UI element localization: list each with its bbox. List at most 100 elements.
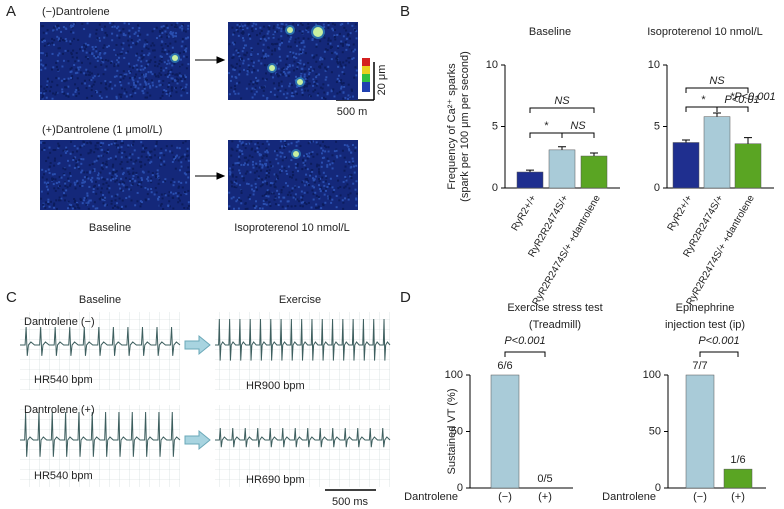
noise-pixel [335,140,338,143]
noise-pixel [95,91,98,94]
noise-pixel [138,70,141,73]
noise-pixel [84,42,87,45]
noise-pixel [304,70,307,73]
noise-pixel [43,91,46,94]
noise-pixel [184,78,187,81]
noise-pixel [85,73,88,76]
noise-pixel [170,86,173,89]
noise-pixel [240,32,243,35]
noise-pixel [312,179,315,182]
noise-pixel [315,54,318,57]
noise-pixel [77,88,80,91]
noise-pixel [174,35,177,38]
noise-pixel [184,30,187,33]
noise-pixel [151,84,154,87]
noise-pixel [130,39,133,42]
noise-pixel [99,198,102,201]
noise-pixel [255,200,258,203]
noise-pixel [344,165,347,168]
noise-pixel [58,181,61,184]
noise-pixel [268,201,271,204]
noise-pixel [92,169,95,172]
noise-pixel [295,85,298,88]
noise-pixel [105,203,108,206]
noise-pixel [274,48,277,51]
noise-pixel [230,154,233,157]
noise-pixel [303,73,306,76]
noise-pixel [231,75,234,78]
noise-pixel [86,96,89,99]
noise-pixel [294,163,297,166]
noise-pixel [277,89,280,92]
noise-pixel [340,82,343,85]
noise-pixel [102,46,105,49]
noise-pixel [47,183,50,186]
noise-pixel [329,47,332,50]
noise-pixel [311,177,314,180]
noise-pixel [335,52,338,55]
noise-pixel [140,164,143,167]
noise-pixel [279,151,282,154]
noise-pixel [288,191,291,194]
noise-pixel [347,57,350,60]
noise-pixel [239,27,242,30]
noise-pixel [134,86,137,89]
noise-pixel [283,196,286,199]
noise-pixel [255,90,258,93]
noise-pixel [336,156,339,159]
noise-pixel [163,193,166,196]
noise-pixel [94,207,97,210]
noise-pixel [64,86,67,89]
noise-pixel [143,150,146,153]
noise-pixel [142,56,145,59]
noise-pixel [161,47,164,50]
noise-pixel [305,85,308,88]
noise-pixel [256,69,259,72]
noise-pixel [341,199,344,202]
noise-pixel [273,25,276,28]
noise-pixel [321,96,324,99]
noise-pixel [185,56,188,59]
noise-pixel [282,26,285,29]
noise-pixel [240,199,243,202]
noise-pixel [331,198,334,201]
noise-pixel [327,160,330,163]
noise-pixel [102,183,105,186]
noise-pixel [45,178,48,181]
noise-pixel [327,37,330,40]
noise-pixel [57,146,60,149]
noise-pixel [339,42,342,45]
noise-pixel [70,66,73,69]
noise-pixel [153,44,156,47]
noise-pixel [63,39,66,42]
x-tick-label: (−) [693,491,707,503]
noise-pixel [244,147,247,150]
noise-pixel [319,56,322,59]
noise-pixel [44,170,47,173]
noise-pixel [333,35,336,38]
noise-pixel [353,171,356,174]
noise-pixel [146,41,149,44]
noise-pixel [106,178,109,181]
noise-pixel [273,198,276,201]
noise-pixel [171,34,174,37]
noise-pixel [251,87,254,90]
noise-pixel [326,165,329,168]
noise-pixel [235,82,238,85]
noise-pixel [67,49,70,52]
noise-pixel [347,148,350,151]
noise-pixel [174,23,177,26]
noise-pixel [259,163,262,166]
noise-pixel [97,73,100,76]
noise-pixel [320,165,323,168]
noise-pixel [177,180,180,183]
noise-pixel [309,65,312,68]
noise-pixel [174,192,177,195]
noise-pixel [119,181,122,184]
noise-pixel [126,186,129,189]
noise-pixel [295,44,298,47]
noise-pixel [246,69,249,72]
noise-pixel [300,51,303,54]
noise-pixel [91,46,94,49]
noise-pixel [51,178,54,181]
